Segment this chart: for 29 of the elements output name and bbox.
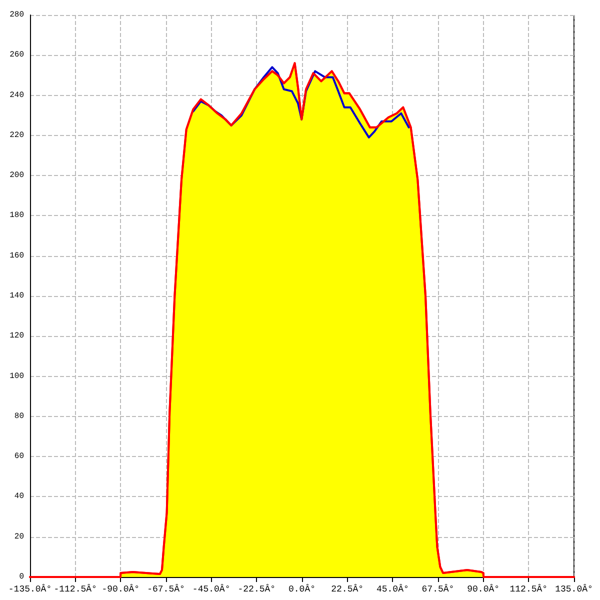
x-tick-label: 0.0Â° bbox=[288, 584, 316, 594]
y-tick-label: 260 bbox=[10, 50, 24, 60]
x-tick-label: -45.0Â° bbox=[192, 584, 230, 594]
y-tick-label: 140 bbox=[10, 292, 24, 300]
x-tick-label: -22.5Â° bbox=[238, 584, 276, 594]
x-tick-label: 67.5Â° bbox=[422, 584, 454, 594]
line-series bbox=[192, 66, 410, 138]
y-tick-label: 40 bbox=[14, 492, 24, 502]
y-tick-label: 280 bbox=[10, 10, 24, 20]
y-tick-label: 20 bbox=[14, 532, 24, 542]
y-tick-label: 220 bbox=[10, 130, 24, 140]
y-tick-label: 160 bbox=[10, 251, 24, 260]
x-tick-label: -112.5Â° bbox=[54, 584, 97, 594]
x-tick-label: 112.5Â° bbox=[510, 584, 548, 594]
y-tick-label: 0 bbox=[19, 572, 24, 582]
y-tick-label: 200 bbox=[10, 171, 24, 180]
y-tick-label: 80 bbox=[14, 412, 24, 421]
y-tick-label: 240 bbox=[10, 90, 24, 100]
x-tick-label: 90.0Â° bbox=[467, 584, 500, 594]
x-tick-label: -67.5Â° bbox=[147, 584, 185, 594]
x-tick-label: -135.0Â° bbox=[8, 584, 52, 594]
x-tick-label: 45.0Â° bbox=[376, 584, 409, 594]
y-tick-label: 120 bbox=[10, 332, 24, 341]
y-tick-label: 180 bbox=[10, 211, 24, 220]
x-tick-label: 22.5Â° bbox=[331, 584, 364, 594]
x-tick-label: 135.0Â° bbox=[555, 584, 593, 594]
y-tick-label: 100 bbox=[10, 372, 24, 381]
x-tick-label: -90.0Â° bbox=[102, 584, 140, 594]
y-tick-label: 60 bbox=[14, 452, 24, 462]
